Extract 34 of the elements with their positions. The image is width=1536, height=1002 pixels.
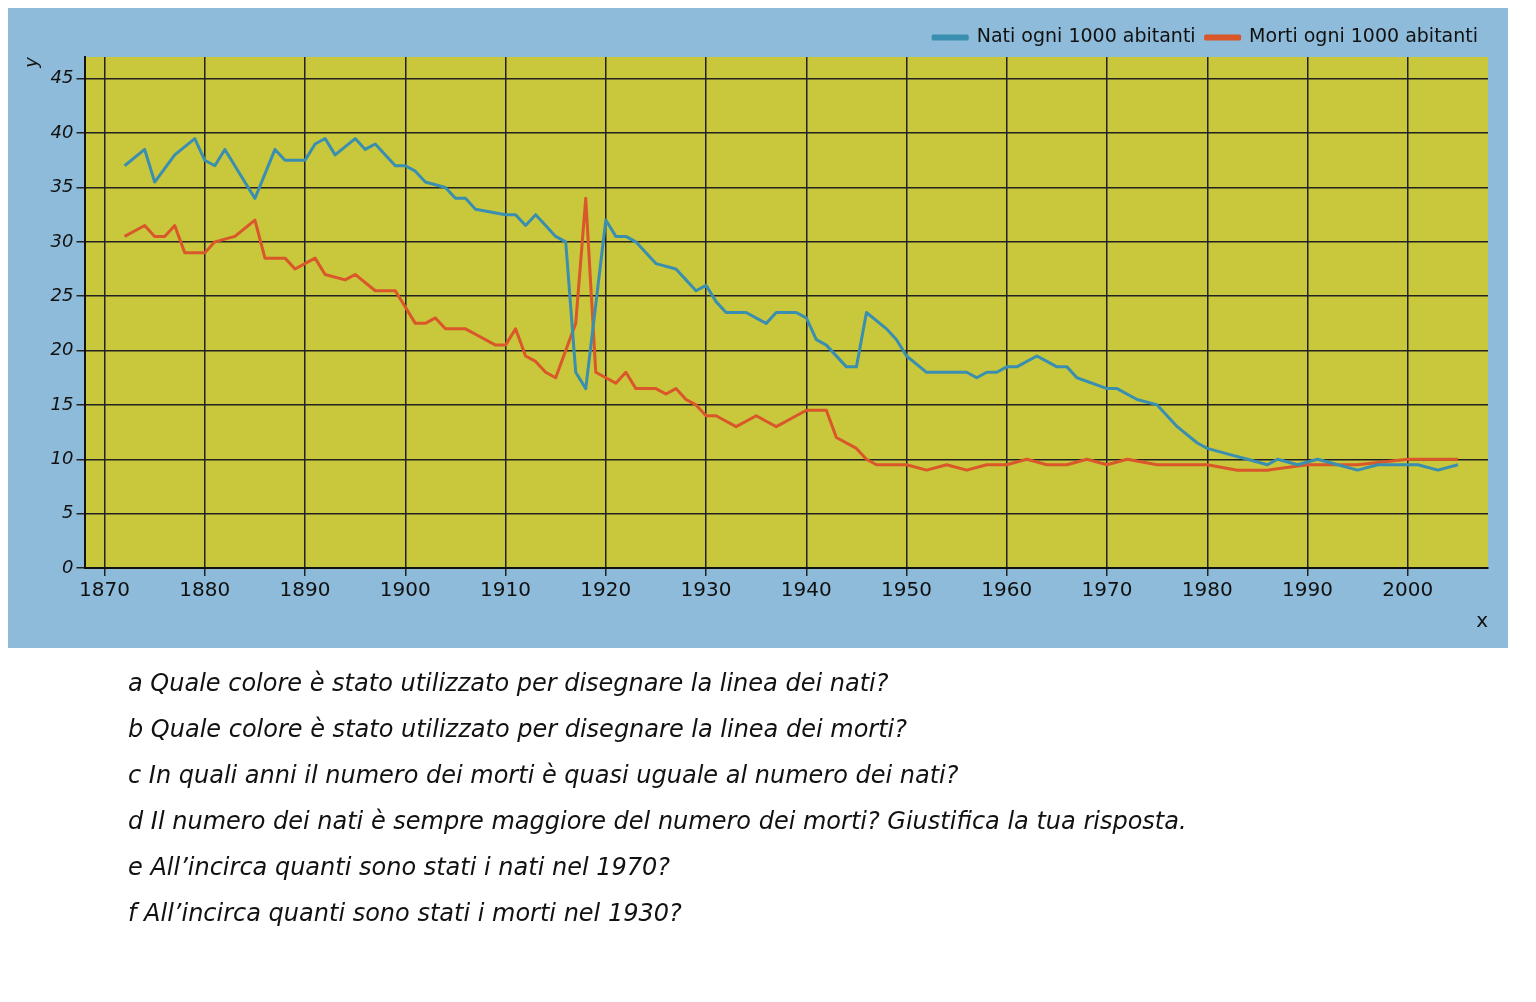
x-axis-title: x [1476, 608, 1489, 633]
x-tick-label: 1930 [680, 577, 732, 602]
text: c In quali anni il numero dei morti è quasi uguale al numero dei nati? [128, 760, 960, 791]
text: a Quale colore è stato utilizzato per disegnare la linea dei nati? [128, 668, 890, 699]
y-tick-label: 20 [50, 338, 74, 360]
x-tick-label: 1900 [379, 577, 431, 602]
y-tick-label: 0 [62, 555, 74, 577]
y-tick-label: 10 [50, 446, 74, 468]
y-tick-label: 40 [50, 120, 74, 142]
x-tick-label: 1890 [279, 577, 331, 602]
x-tick-label: 1950 [881, 577, 932, 602]
legend-label: Morti ogni 1000 abitanti [1249, 24, 1479, 47]
x-tick-label: 1940 [780, 577, 832, 602]
x-tick-label: 1980 [1181, 577, 1233, 602]
text: b Quale colore è stato utilizzato per disegnare la linea dei morti? [128, 714, 908, 745]
text: d Il numero dei nati è sempre maggiore del numero dei morti? Giustifica la tua risposta. [128, 806, 1188, 837]
x-tick-label: 1970 [1081, 577, 1133, 602]
legend-label: Nati ogni 1000 abitanti [976, 24, 1196, 47]
x-tick-label: 1990 [1282, 577, 1333, 602]
y-tick-label: 15 [50, 392, 74, 414]
x-tick-label: 1960 [981, 577, 1033, 602]
y-tick-label: 45 [50, 66, 74, 88]
x-tick-label: 2000 [1382, 577, 1434, 602]
text: f All’incirca quanti sono stati i morti nel 1930? [128, 898, 683, 929]
y-tick-label: 30 [50, 229, 74, 251]
x-tick-label: 1920 [580, 577, 632, 602]
x-tick-label: 1870 [79, 577, 131, 602]
x-tick-label: 1880 [179, 577, 231, 602]
y-tick-label: 5 [62, 501, 74, 523]
y-axis-title: y [20, 56, 42, 69]
y-tick-label: 35 [50, 175, 74, 197]
x-tick-label: 1910 [480, 577, 532, 602]
text: e All’incirca quanti sono stati i nati nel 1970? [128, 852, 672, 883]
y-tick-label: 25 [50, 283, 74, 305]
